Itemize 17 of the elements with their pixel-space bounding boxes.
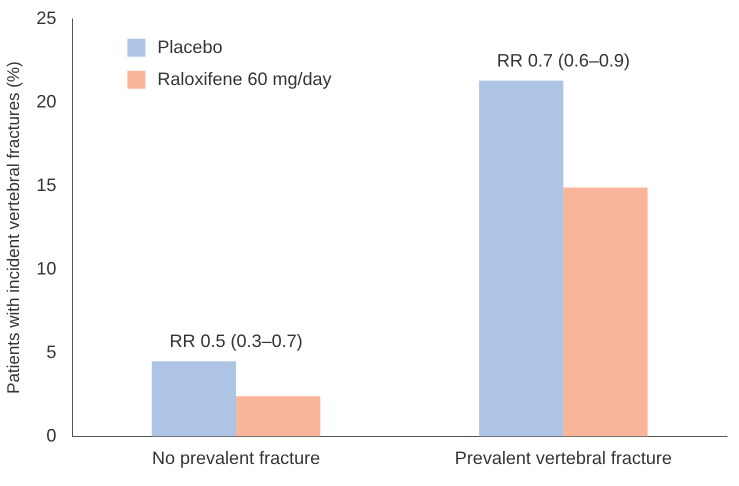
annotation: RR 0.7 (0.6–0.9) — [496, 50, 630, 71]
y-tick-label: 10 — [36, 258, 56, 278]
annotation: RR 0.5 (0.3–0.7) — [170, 331, 303, 352]
y-tick-label: 25 — [36, 8, 56, 28]
legend-label: Raloxifene 60 mg/day — [157, 68, 332, 89]
bar — [236, 396, 320, 436]
x-tick-label: No prevalent fracture — [152, 448, 320, 468]
bar — [479, 80, 564, 436]
x-tick-label: Prevalent vertebral fracture — [454, 448, 672, 468]
y-tick-label: 5 — [46, 342, 56, 362]
y-axis-title: Patients with incident vertebral fractures (%) — [4, 61, 23, 394]
y-tick-label: 0 — [46, 425, 56, 446]
bar — [152, 361, 236, 436]
legend-label: Placebo — [157, 36, 222, 57]
y-tick-label: 20 — [36, 91, 56, 112]
y-tick-label: 15 — [36, 174, 56, 195]
bar — [563, 188, 648, 436]
